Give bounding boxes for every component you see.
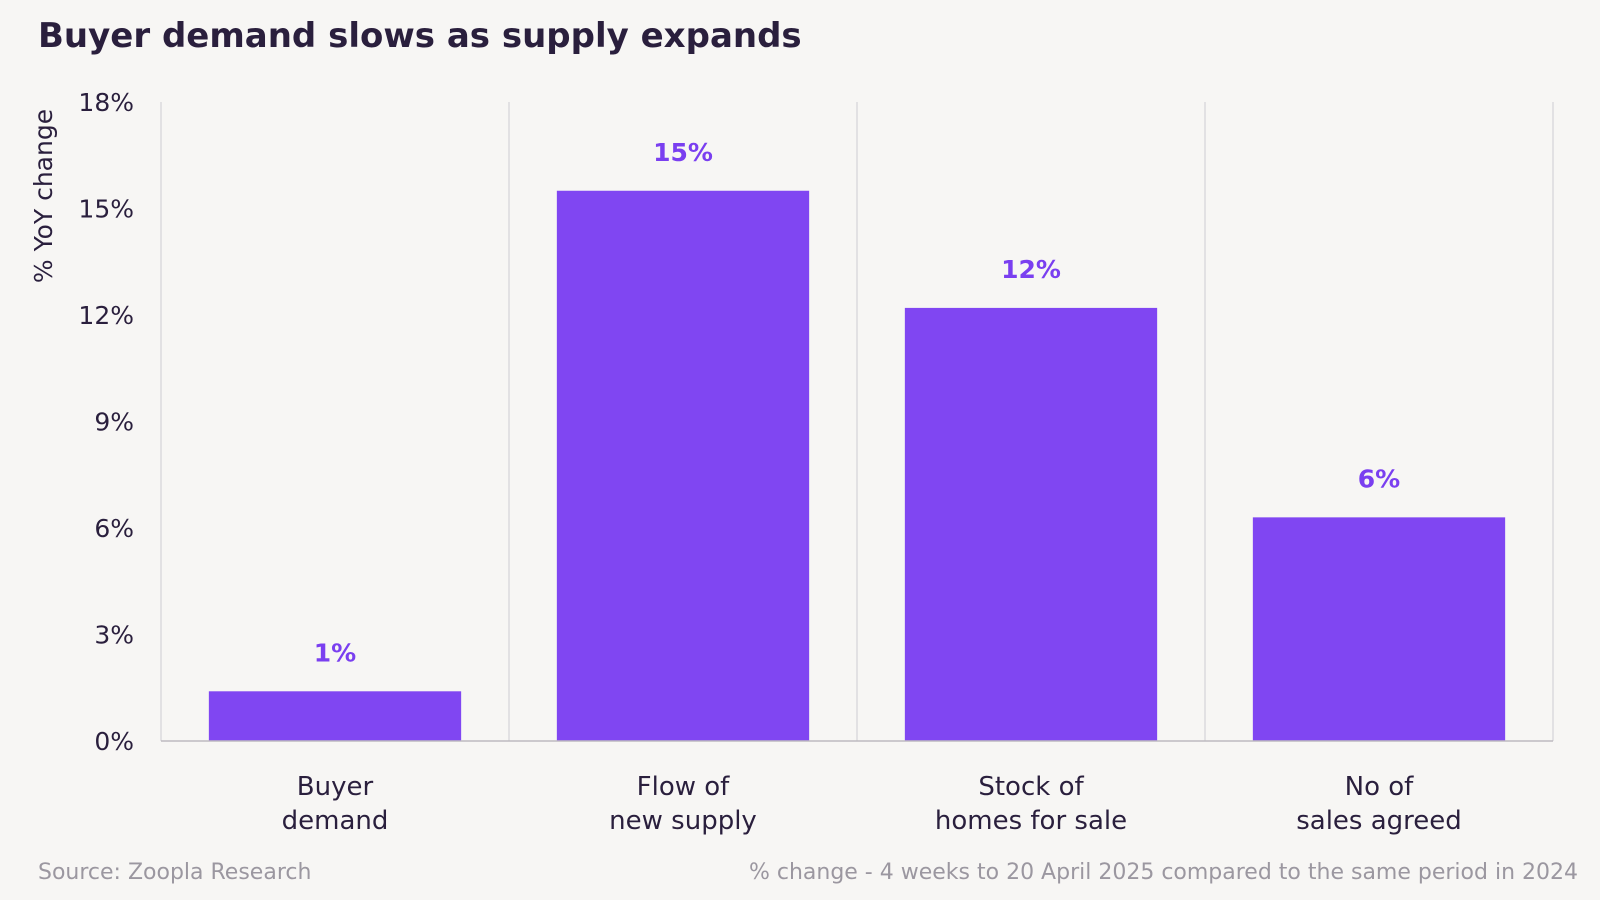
x-tick-label: Flow of — [637, 772, 731, 802]
bar — [208, 691, 462, 741]
data-label: 6% — [1358, 464, 1400, 493]
y-tick-label: 12% — [78, 301, 134, 330]
y-axis-label: % YoY change — [29, 109, 58, 283]
x-tick-label: No of — [1345, 772, 1415, 802]
source-note: Source: Zoopla Research — [38, 860, 312, 885]
data-label: 15% — [653, 138, 713, 167]
x-tick-label: homes for sale — [935, 806, 1127, 836]
bar — [904, 307, 1158, 741]
y-tick-label: 9% — [94, 408, 134, 437]
x-tick-label: Stock of — [978, 772, 1084, 802]
y-tick-label: 3% — [94, 621, 134, 650]
period-note: % change - 4 weeks to 20 April 2025 comp… — [748, 860, 1578, 885]
bar — [1252, 517, 1506, 741]
y-tick-label: 0% — [94, 727, 134, 756]
x-tick-label: sales agreed — [1296, 806, 1462, 836]
data-label: 12% — [1001, 255, 1061, 284]
x-tick-label: Buyer — [297, 772, 374, 802]
x-tick-label: demand — [282, 806, 389, 836]
y-tick-label: 6% — [94, 514, 134, 543]
data-label: 1% — [314, 638, 356, 667]
chart-title: Buyer demand slows as supply expands — [38, 16, 802, 56]
x-tick-label: new supply — [609, 806, 757, 836]
bar — [556, 190, 810, 741]
y-tick-label: 18% — [78, 88, 134, 117]
y-tick-label: 15% — [78, 195, 134, 224]
